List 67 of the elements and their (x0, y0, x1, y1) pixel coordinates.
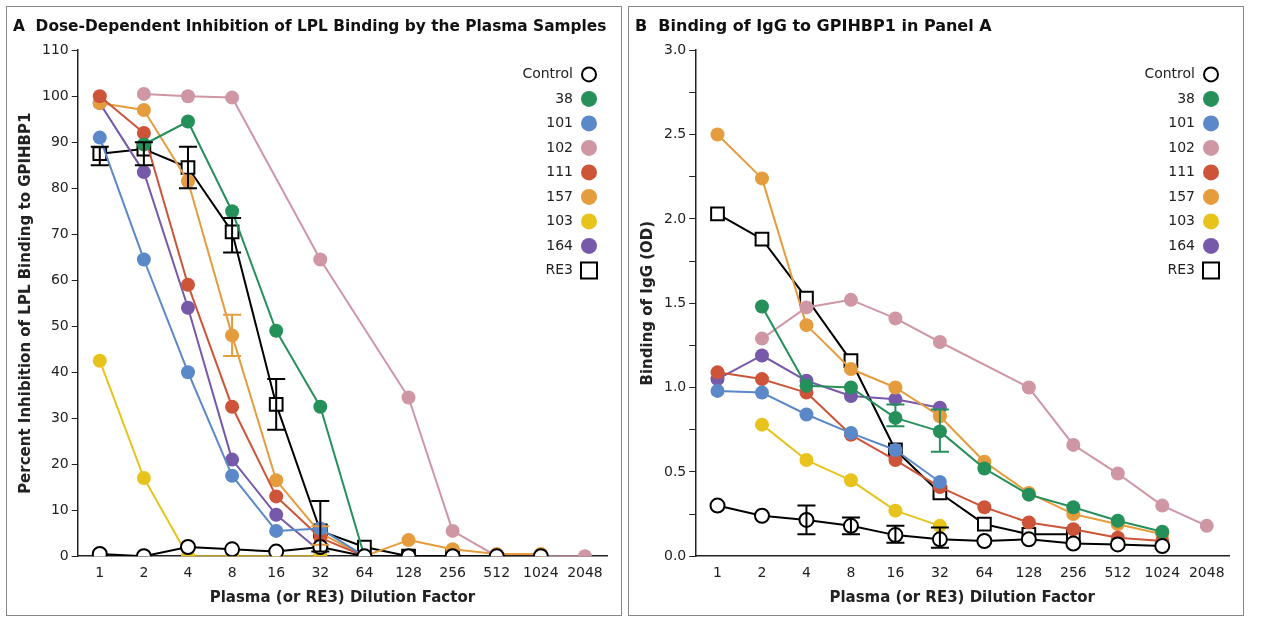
y-tick-label: 110 (41, 40, 69, 57)
legend-label: 157 (1168, 187, 1195, 204)
x-tick-label: 2048 (1188, 564, 1225, 581)
x-tick-label: 64 (355, 564, 374, 581)
chart-title: A Dose-Dependent Inhibition of LPL Binding by the Plasma Samples (13, 15, 607, 35)
legend-label: 157 (546, 187, 573, 204)
y-tick-label: 90 (50, 132, 69, 149)
x-tick-label: 16 (267, 564, 286, 581)
x-tick-label: 1 (95, 564, 105, 581)
legend-label: 111 (1168, 163, 1195, 180)
chart-title: B Binding of IgG to GPIHBP1 in Panel A (635, 15, 993, 35)
legend-label: RE3 (1167, 261, 1195, 278)
legend-label: 164 (1168, 236, 1196, 253)
x-tick-label: 1024 (523, 564, 559, 581)
legend-label: 103 (1168, 212, 1195, 229)
y-tick-label: 20 (50, 454, 69, 471)
y-tick-label: 50 (50, 316, 69, 333)
x-tick-label: 512 (1104, 564, 1132, 581)
y-tick-label: 2.5 (664, 125, 687, 142)
x-tick-label: 32 (930, 564, 949, 581)
legend-label: 103 (546, 212, 573, 229)
x-tick-label: 32 (311, 564, 330, 581)
x-tick-label: 512 (483, 564, 511, 581)
x-tick-label: 1 (713, 564, 722, 581)
x-tick-label: 256 (439, 564, 467, 581)
y-tick-label: 2.0 (664, 209, 687, 226)
y-tick-label: 60 (50, 270, 69, 287)
legend-label: 164 (546, 236, 574, 253)
x-axis-title: Plasma (or RE3) Dilution Factor (829, 587, 1096, 606)
x-tick-label: 8 (846, 564, 856, 581)
y-tick-label: 30 (50, 408, 69, 425)
x-tick-label: 1024 (1144, 564, 1181, 581)
y-tick-label: 0 (59, 546, 69, 563)
legend-label: RE3 (545, 261, 573, 278)
x-tick-label: 2 (757, 564, 767, 581)
x-tick-label: 256 (1059, 564, 1087, 581)
x-tick-label: 2048 (567, 564, 603, 581)
y-tick-label: 0.5 (664, 462, 687, 479)
y-tick-label: 80 (50, 178, 69, 195)
y-tick-label: 0.0 (664, 546, 687, 563)
y-tick-label: 100 (41, 86, 69, 103)
x-tick-label: 128 (395, 564, 422, 581)
legend-label: Control (522, 65, 573, 82)
x-tick-label: 4 (802, 564, 811, 581)
legend-label: 102 (546, 138, 573, 155)
y-tick-label: 70 (50, 224, 69, 241)
legend-label: Control (1144, 65, 1195, 82)
legend-label: 38 (1177, 89, 1195, 106)
y-axis-title: Binding of IgG (OD) (637, 220, 656, 386)
x-tick-label: 128 (1015, 564, 1043, 581)
legend-label: 102 (1168, 138, 1195, 155)
x-axis-title: Plasma (or RE3) Dilution Factor (209, 587, 476, 606)
y-tick-label: 40 (50, 362, 69, 379)
legend-label: 101 (546, 114, 573, 131)
x-tick-label: 2 (139, 564, 149, 581)
x-tick-label: 16 (886, 564, 905, 581)
x-tick-label: 8 (227, 564, 237, 581)
legend-label: 101 (1168, 114, 1195, 131)
y-tick-label: 10 (50, 500, 69, 517)
x-tick-label: 64 (975, 564, 994, 581)
y-tick-label: 3.0 (664, 40, 687, 57)
y-tick-label: 1.5 (664, 293, 687, 310)
legend-label: 111 (546, 163, 573, 180)
x-tick-label: 4 (183, 564, 193, 581)
y-tick-label: 1.0 (664, 378, 687, 395)
y-axis-title: Percent Inhibition of LPL Binding to GPIHBP1 (15, 112, 34, 494)
legend-label: 38 (555, 89, 573, 106)
